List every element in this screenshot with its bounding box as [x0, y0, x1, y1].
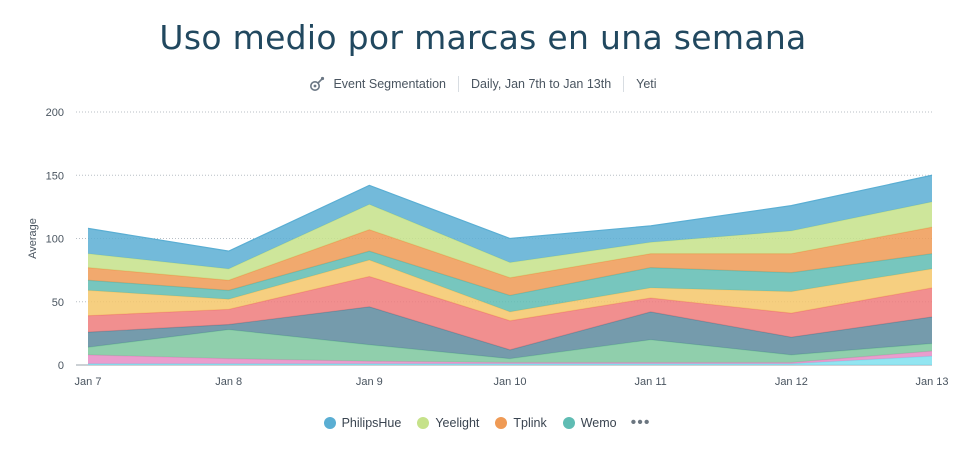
series-line-philipshue	[87, 174, 933, 252]
legend-label: Wemo	[580, 416, 617, 430]
more-dots-icon[interactable]: •••	[630, 414, 651, 431]
area-series-layer-2[interactable]	[88, 329, 932, 363]
area-series-layer-3[interactable]	[88, 306, 932, 359]
report-meta-bar: Event Segmentation Daily, Jan 7th to Jan…	[0, 76, 966, 92]
x-tick-label: Jan 13	[915, 376, 948, 388]
legend-label: Tplink	[513, 416, 547, 430]
legend-swatch	[323, 417, 336, 429]
legend-item-philipshue[interactable]: PhilipsHue	[323, 416, 402, 430]
area-series-philipshue[interactable]	[88, 175, 932, 269]
area-series-yeelight[interactable]	[88, 201, 932, 281]
x-tick-label: Jan 9	[356, 376, 383, 388]
legend-swatch	[417, 417, 430, 429]
y-tick-label: 50	[52, 297, 64, 309]
legend-label: Yeelight	[435, 416, 480, 430]
report-type[interactable]: Event Segmentation	[297, 76, 458, 92]
divider	[623, 76, 625, 92]
date-range[interactable]: Daily, Jan 7th to Jan 13th	[459, 77, 623, 91]
segmentation-icon	[310, 76, 325, 91]
area-series-layer-1[interactable]	[88, 351, 932, 364]
y-axis-label: Average	[27, 218, 39, 259]
area-series-tplink[interactable]	[88, 227, 932, 296]
x-tick-label: Jan 7	[75, 376, 102, 388]
y-tick-label: 0	[58, 360, 64, 372]
chart-legend: PhilipsHue Yeelight Tplink Wemo •••	[0, 414, 966, 431]
divider	[458, 76, 460, 92]
y-tick-label: 100	[46, 234, 64, 246]
legend-item-yeelight[interactable]: Yeelight	[417, 416, 479, 430]
legend-item-wemo[interactable]: Wemo	[562, 416, 617, 430]
legend-swatch	[562, 417, 575, 429]
legend-item-tplink[interactable]: Tplink	[495, 416, 547, 430]
area-series-wemo[interactable]	[88, 251, 932, 312]
x-tick-label: Jan 10	[493, 376, 526, 388]
legend-swatch	[495, 417, 508, 429]
x-tick-label: Jan 12	[775, 376, 808, 388]
x-tick-label: Jan 11	[635, 376, 667, 388]
date-range-label: Daily, Jan 7th to Jan 13th	[471, 77, 612, 91]
legend-label: PhilipsHue	[341, 416, 402, 430]
report-type-label: Event Segmentation	[333, 77, 447, 91]
event-name[interactable]: Yeti	[624, 77, 668, 91]
stacked-area-chart: 0 50 100 150 200 Average Jan 7 Jan 8 Jan 9 Jan 10…	[27, 107, 949, 388]
y-tick-label: 200	[46, 107, 64, 119]
event-name-label: Yeti	[636, 77, 657, 91]
x-tick-label: Jan 8	[215, 376, 242, 388]
area-series-layer-4[interactable]	[88, 276, 932, 350]
y-tick-label: 150	[46, 170, 64, 182]
chart-title: Uso medio por marcas en una semana	[159, 18, 807, 57]
